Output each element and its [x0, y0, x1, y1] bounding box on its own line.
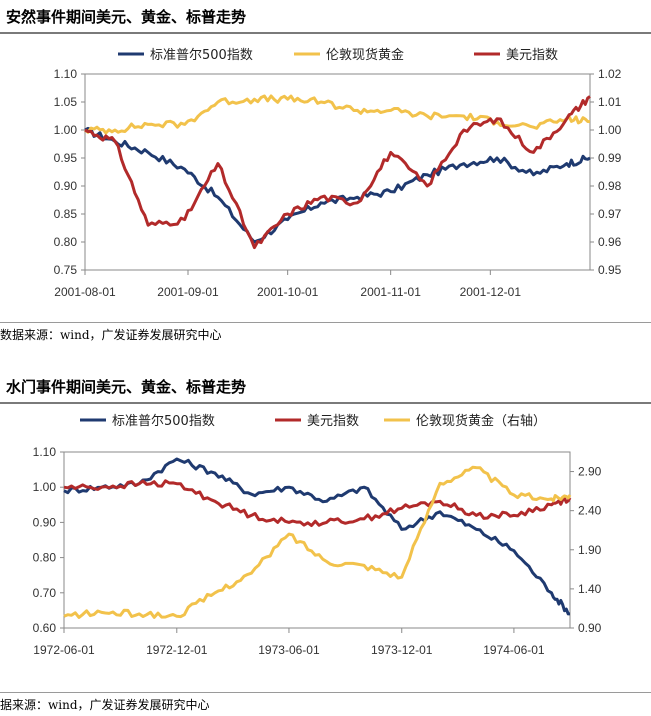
x-tick-label: 2001-12-01: [460, 285, 522, 299]
x-tick-label: 2001-08-01: [54, 285, 116, 299]
chart1-svg: 0.75 0.80 0.85 0.90 0.95 1.00 1.05 1.10 0.95 0.96…: [54, 47, 622, 299]
y-right-tick-label: 0.96: [598, 235, 622, 249]
y-right-tick-label: 0.90: [578, 621, 602, 635]
legend-label: 伦敦现货黄金（右轴）: [416, 413, 546, 429]
plot-frame: [84, 73, 591, 271]
legend-label: 伦敦现货黄金: [326, 47, 404, 63]
x-tick-label: 1973-12-01: [371, 643, 433, 657]
y-right-tick-label: 2.90: [578, 465, 602, 479]
y-left-tick-label: 1.00: [54, 123, 78, 137]
plot-frame: [63, 451, 571, 629]
y-left-tick-label: 1.05: [54, 95, 78, 109]
series-line-1: [84, 126, 591, 244]
chart1-title: 安然事件期间美元、黄金、标普走势: [6, 8, 247, 26]
y-left-tick-label: 0.95: [54, 151, 78, 165]
y-right-tick-label: 1.90: [578, 543, 602, 557]
x-tick-label: 2001-09-01: [157, 285, 219, 299]
chart1-top-rule: [0, 32, 651, 34]
y-left-tick-label: 0.85: [54, 207, 78, 221]
series-line-2: [84, 94, 591, 135]
chart2-top-rule: [0, 402, 651, 404]
legend-label: 标准普尔500指数: [112, 414, 215, 429]
x-tick-label: 1973-06-01: [258, 643, 320, 657]
legend-label: 标准普尔500指数: [150, 48, 253, 63]
series-line-2: [63, 479, 572, 527]
y-left-tick-label: 0.90: [33, 515, 57, 529]
y-right-tick-label: 0.98: [598, 179, 622, 193]
chart1-bottom-rule: [0, 322, 651, 323]
legend-label: 美元指数: [506, 48, 558, 63]
x-tick-label: 2001-11-01: [360, 285, 421, 299]
y-left-tick-label: 1.10: [54, 67, 78, 81]
y-right-tick-label: 0.99: [598, 151, 622, 165]
y-right-tick-label: 0.95: [598, 263, 622, 277]
y-left-tick-label: 0.60: [33, 621, 57, 635]
chart1-source: 数据来源：wind，广发证券发展研究中心: [0, 328, 222, 342]
y-left-tick-label: 0.80: [54, 235, 78, 249]
chart2-svg: 0.60 0.70 0.80 0.90 1.00 1.10 0.90 1.40 1.90 2.40…: [33, 413, 602, 657]
chart2-source: 据来源：wind，广发证券发展研究中心: [0, 698, 210, 712]
y-left-tick-label: 0.70: [33, 586, 57, 600]
y-right-tick-label: 1.40: [578, 582, 602, 596]
series-line-3: [63, 465, 572, 619]
y-right-tick-label: 2.40: [578, 504, 602, 518]
y-right-tick-label: 0.97: [598, 207, 622, 221]
y-right-tick-label: 1.01: [598, 95, 622, 109]
y-left-tick-label: 1.10: [33, 445, 57, 459]
y-left-tick-label: 0.80: [33, 551, 57, 565]
y-left-tick-label: 0.90: [54, 179, 78, 193]
x-tick-label: 1972-06-01: [33, 643, 95, 657]
x-tick-label: 1972-12-01: [146, 643, 208, 657]
y-left-tick-label: 1.00: [33, 480, 57, 494]
series-line-3: [84, 95, 591, 250]
x-tick-label: 1974-06-01: [483, 643, 545, 657]
y-right-tick-label: 1.00: [598, 123, 622, 137]
series-line-1: [63, 457, 570, 616]
chart2-bottom-rule: [0, 692, 651, 693]
y-left-tick-label: 0.75: [54, 263, 78, 277]
y-right-tick-label: 1.02: [598, 67, 622, 81]
legend-label: 美元指数: [307, 414, 359, 429]
x-tick-label: 2001-10-01: [257, 285, 319, 299]
chart2-title: 水门事件期间美元、黄金、标普走势: [6, 378, 247, 396]
